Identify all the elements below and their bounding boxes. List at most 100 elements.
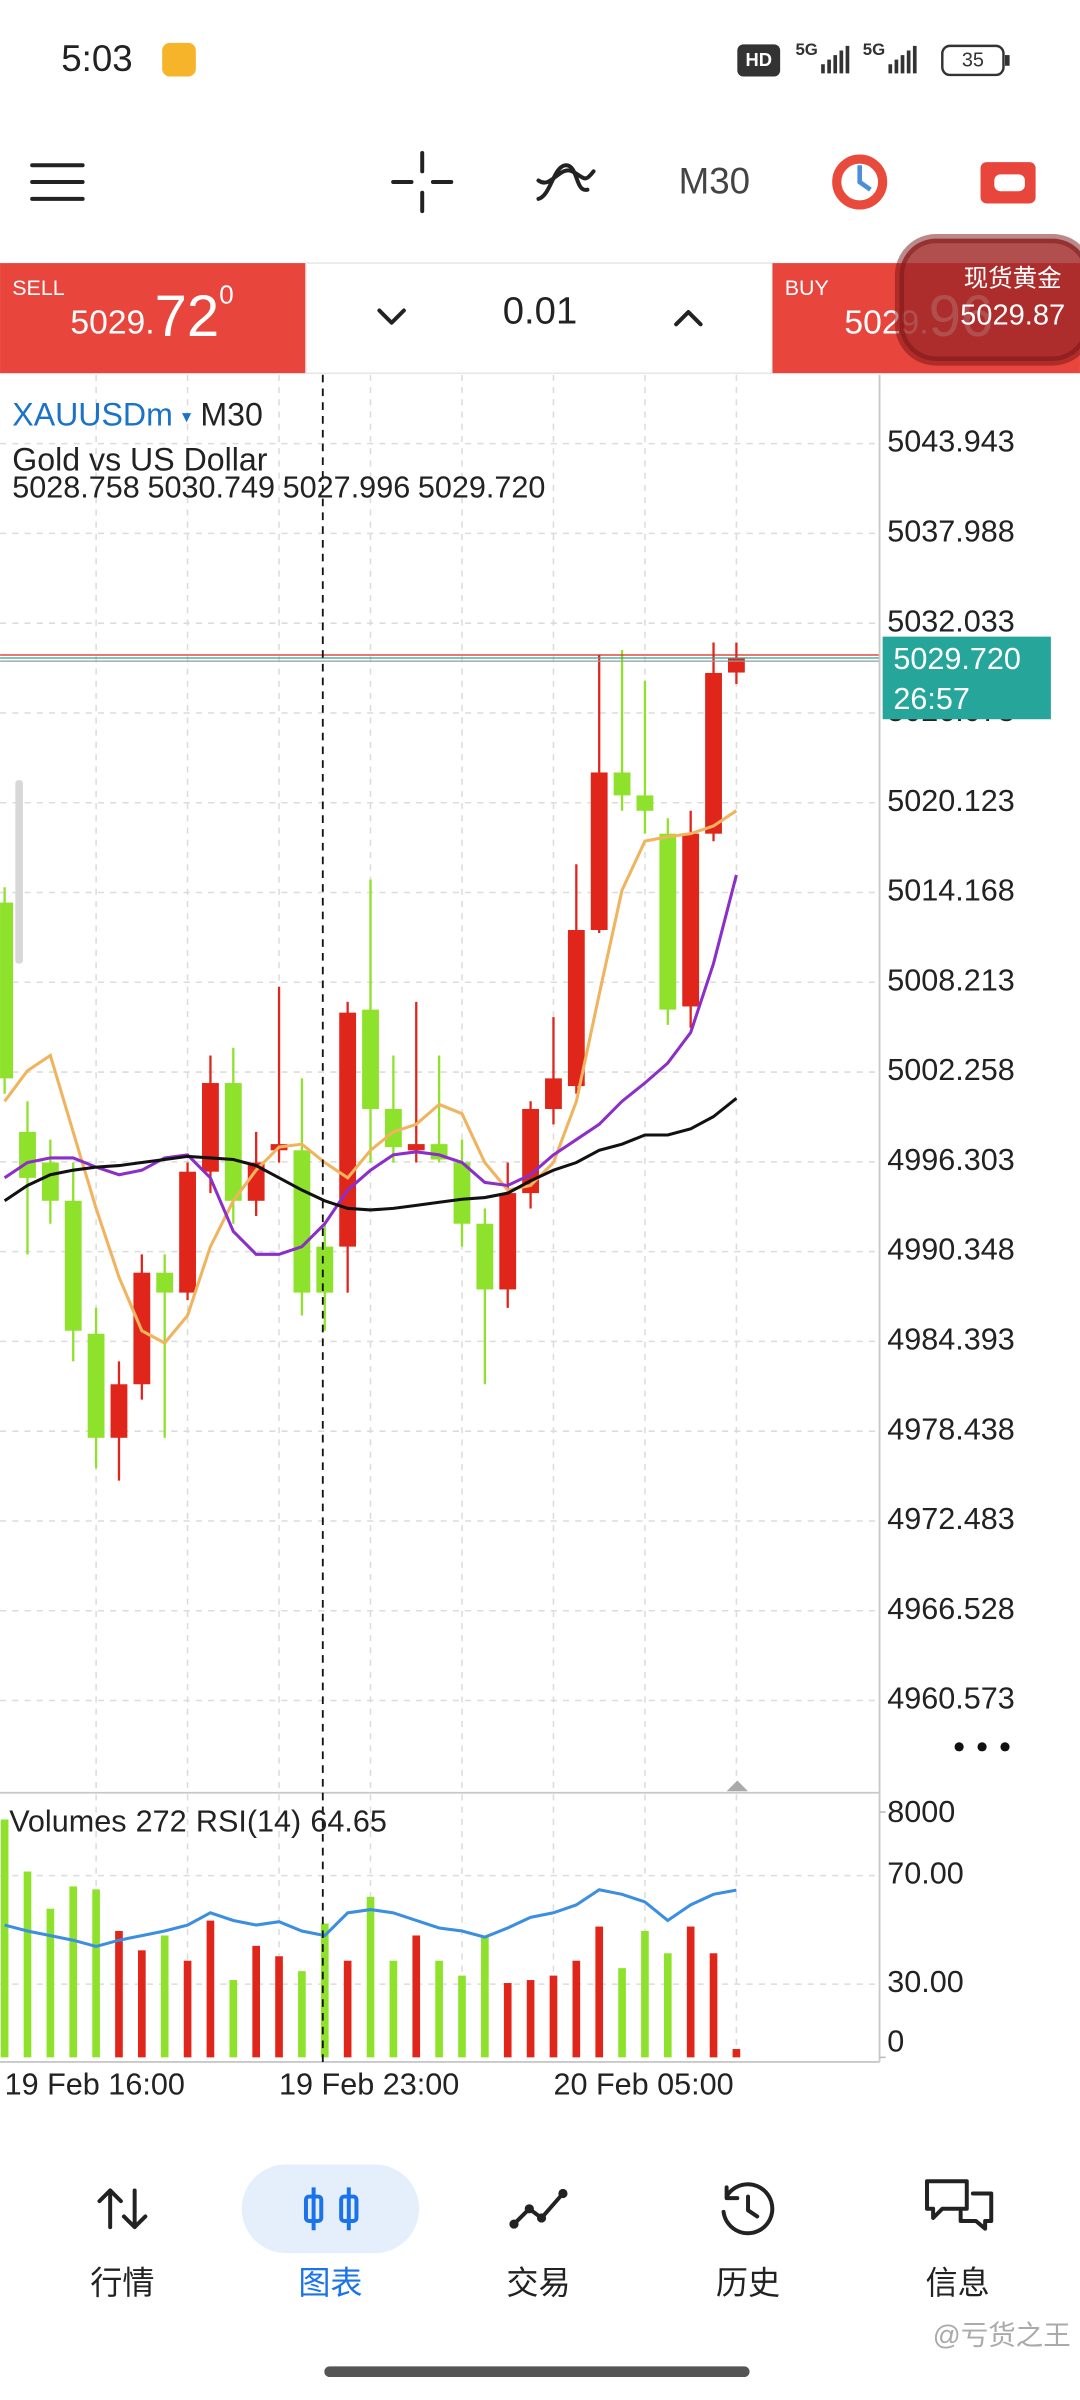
- objects-icon: [857, 165, 872, 192]
- y-tick-label: 5014.168: [887, 874, 1015, 908]
- nav-icon: [558, 2188, 568, 2199]
- symbol-header[interactable]: XAUUSDm ▾ M30: [12, 397, 263, 433]
- candle-body: [224, 1083, 242, 1201]
- volume-bar: [69, 1886, 78, 2058]
- watermark: @亏货之王: [933, 2320, 1071, 2351]
- volume-bar: [23, 1871, 32, 2058]
- candle-body: [567, 930, 585, 1087]
- hd-badge: [737, 44, 781, 77]
- y-tick-label: 4996.303: [887, 1143, 1015, 1177]
- volume-bar: [183, 1960, 192, 2058]
- candle-body: [247, 1162, 265, 1201]
- subwindow-header: Volumes 272 RSI(14) 64.65: [9, 1804, 387, 1838]
- volume-bar: [481, 1935, 489, 2058]
- volume-bar: [252, 1945, 260, 2058]
- price-tag-label: 5029.720: [893, 642, 1021, 676]
- nav-label[interactable]: 历史: [716, 2265, 780, 2301]
- nav-label[interactable]: 交易: [506, 2265, 570, 2301]
- battery-level: 35: [962, 49, 984, 71]
- volume-down[interactable]: [377, 308, 406, 325]
- y-tick-label: 5032.033: [887, 604, 1015, 638]
- candle-body: [110, 1384, 128, 1438]
- sell-price: 5029.720: [70, 280, 233, 350]
- candle-body: [0, 902, 14, 1079]
- volume-bar: [549, 1975, 558, 2058]
- volume-bar: [366, 1896, 375, 2058]
- rsi-last: 64.65: [310, 1804, 387, 1838]
- menu-button[interactable]: [30, 163, 85, 201]
- more-dot[interactable]: [1000, 1742, 1010, 1752]
- notification-icon: [162, 42, 196, 77]
- y-tick-label: 4960.573: [887, 1682, 1015, 1716]
- volume-bar: [595, 1926, 604, 2058]
- home-indicator[interactable]: [324, 2366, 750, 2378]
- x-tick-label: 19 Feb 16:00: [5, 2068, 185, 2102]
- battery-icon: [941, 44, 1005, 77]
- plot-area: [0, 374, 880, 2062]
- candle-body: [590, 772, 608, 931]
- candle-body: [453, 1162, 471, 1224]
- volume-bar: [206, 1920, 215, 2058]
- candle-body: [659, 833, 677, 1010]
- volume-bar: [229, 1980, 238, 2058]
- volume-bar: [458, 1975, 466, 2058]
- candle-body: [41, 1162, 59, 1201]
- scroll-indicator: [15, 780, 23, 964]
- volume-value[interactable]: 0.01: [503, 290, 577, 333]
- y-tick-label: 4978.438: [887, 1412, 1015, 1446]
- volume-bar: [138, 1950, 146, 2058]
- objects-button[interactable]: [832, 154, 888, 210]
- price-widget[interactable]: [894, 234, 1080, 366]
- crosshair-button[interactable]: [391, 150, 454, 214]
- moving-average-line: [3, 809, 738, 1345]
- ohlc-close: 5029.720: [418, 471, 546, 505]
- candle-body: [636, 795, 654, 811]
- symbol-arrow: ▾: [182, 405, 192, 426]
- status-time: 5:03: [61, 38, 132, 79]
- volume-bar: [435, 1960, 443, 2058]
- nav-icon: [512, 2191, 565, 2227]
- volume-bar: [503, 1983, 512, 2058]
- countdown: 26:57: [893, 682, 970, 716]
- nav-label[interactable]: 信息: [925, 2265, 989, 2301]
- rsi-line: [4, 1888, 737, 1949]
- nav-label[interactable]: 行情: [90, 2265, 154, 2301]
- candle-body: [705, 672, 722, 834]
- candle-body: [202, 1083, 219, 1172]
- timeframe-button[interactable]: M30: [679, 160, 750, 201]
- volume-bar: [618, 1968, 626, 2058]
- y-tick-label: 5002.258: [887, 1053, 1015, 1087]
- y-tick-label: 4972.483: [887, 1502, 1015, 1536]
- nav-icon: [97, 2188, 148, 2230]
- bottom-nav: 行情 图表 交易 历史 信息: [90, 2265, 989, 2301]
- nav-icon: [536, 2213, 547, 2223]
- candle-body: [339, 1012, 357, 1247]
- y-tick-label: 4984.393: [887, 1322, 1015, 1356]
- volume-bar: [343, 1960, 352, 2058]
- ohlc-open: 5028.758: [12, 471, 140, 505]
- widget-price: 5029.87: [960, 299, 1065, 331]
- candle-body: [316, 1246, 334, 1293]
- more-dot[interactable]: [977, 1742, 987, 1752]
- sell-label: SELL: [12, 276, 64, 300]
- nav-icon: [925, 2179, 994, 2231]
- sell-price-sup: 0: [219, 280, 233, 310]
- volume-up[interactable]: [674, 310, 703, 327]
- moving-average-line: [3, 874, 738, 1256]
- candle-body: [407, 1144, 425, 1151]
- widget-title: 现货黄金: [964, 264, 1062, 292]
- y2-tick-label: 30.00: [887, 1965, 964, 1999]
- volume-bar: [92, 1889, 100, 2058]
- y-tick-label: 5008.213: [887, 963, 1015, 997]
- y2-tick-label: 70.00: [887, 1857, 964, 1891]
- price-tag: [882, 636, 1051, 720]
- volume-bar: [663, 1953, 672, 2058]
- indicators-button[interactable]: [536, 163, 596, 201]
- timeframe: M30: [200, 397, 262, 433]
- nav-label[interactable]: 图表: [298, 2265, 362, 2301]
- network-label: 5G: [795, 40, 817, 59]
- candle-body: [384, 1108, 402, 1148]
- volume-bar: [709, 1953, 718, 2058]
- sell-button[interactable]: [0, 263, 306, 374]
- more-dot[interactable]: [954, 1742, 964, 1752]
